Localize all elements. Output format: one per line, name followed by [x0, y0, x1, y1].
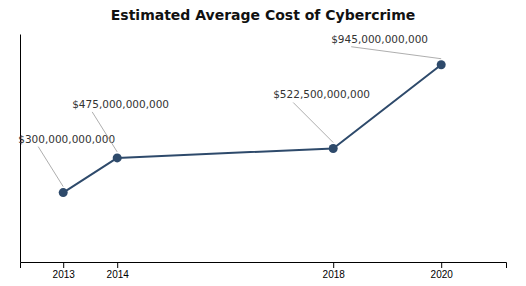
data-labels: $300,000,000,000 $475,000,000,000 $522,500…: [18, 33, 441, 187]
plot-area: 2013 2014 2018 2020 $300,000,000,000 $475,000…: [18, 33, 506, 280]
chart-title: Estimated Average Cost of Cybercrime: [111, 7, 416, 23]
leader-line: [293, 102, 333, 142]
y-axis: [20, 35, 21, 263]
x-tick-mark: [117, 262, 118, 268]
chart-svg: Estimated Average Cost of Cybercrime 2013…: [0, 0, 526, 286]
x-axis: 2013 2014 2018 2020: [21, 262, 507, 280]
x-axis-line: [21, 263, 507, 269]
y-axis-line: [20, 35, 21, 263]
x-tick: 2020: [431, 262, 454, 280]
data-label: $300,000,000,000: [18, 133, 115, 145]
point: [113, 153, 122, 162]
data-label: $475,000,000,000: [72, 98, 169, 110]
x-tick-label: 2020: [431, 269, 454, 280]
leader-line: [351, 47, 441, 59]
point: [329, 144, 338, 153]
marks: [59, 60, 446, 197]
x-tick-label: 2014: [107, 269, 130, 280]
point: [59, 188, 68, 197]
x-tick-mark: [441, 262, 442, 268]
data-label: $945,000,000,000: [331, 33, 428, 45]
data-label: $522,500,000,000: [273, 88, 370, 100]
series-line: [63, 65, 441, 193]
point: [437, 60, 446, 69]
leader-line: [92, 112, 117, 152]
x-tick: 2014: [107, 262, 130, 280]
x-tick-label: 2013: [53, 269, 76, 280]
x-tick-mark: [333, 262, 334, 268]
x-tick-label: 2018: [323, 269, 346, 280]
x-tick: 2013: [53, 262, 76, 280]
x-tick-mark: [63, 262, 64, 268]
x-tick: 2018: [323, 262, 346, 280]
leader-line: [38, 147, 63, 187]
